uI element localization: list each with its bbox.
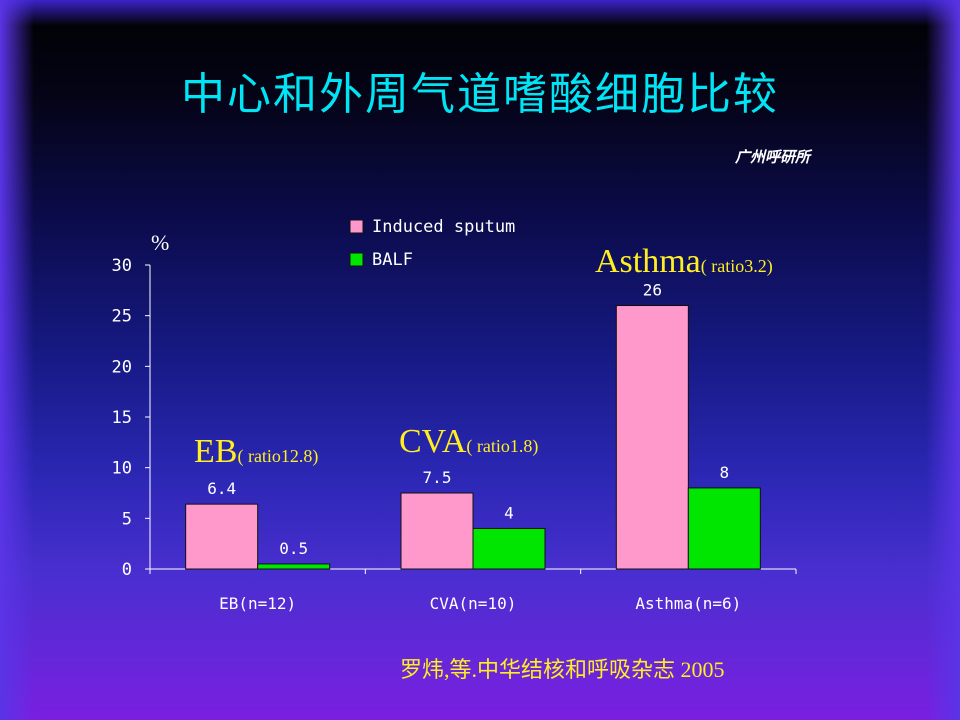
chart-legend: Induced sputum BALF [349,217,515,270]
legend-swatch [349,219,364,234]
annotation-ratio: ( ratio1.8) [466,436,538,457]
background-edge-top [0,0,960,26]
bar-value-label: 26 [643,281,662,300]
background-edge-right [926,0,960,720]
background-edge-left [0,0,34,720]
annotation-ratio: ( ratio12.8) [237,446,318,467]
y-tick-label: 30 [112,256,132,276]
y-tick-label: 25 [112,307,132,327]
y-tick-label: 20 [112,357,132,377]
source-label: 广州呼研所 [734,148,810,166]
y-tick-label: 10 [112,459,132,479]
chart-bars [185,305,761,570]
bar-balf [257,563,331,570]
bar-value-label: 4 [504,503,514,522]
slide-title: 中心和外周气道嗜酸细胞比较 [181,69,779,120]
bar-induced-sputum [400,492,474,570]
annotation-group-name: EB [194,433,237,470]
y-tick-label: 15 [112,408,132,428]
annotation-group-name: CVA [399,423,467,460]
bar-induced-sputum [185,503,259,570]
annotation-ratio: ( ratio3.2) [701,256,773,277]
chart-axes: 0 5 10 15 20 25 30 EB(n=12) CVA(n=10) Asthma(n=6)… [112,230,797,613]
annotation-group-name: Asthma [595,243,701,280]
chart-annotations: EB( ratio12.8) CVA( ratio1.8)Asthma( rati… [194,243,773,470]
y-tick-label: 5 [122,509,132,529]
bar-induced-sputum [615,305,689,570]
y-unit-label: % [151,230,169,255]
legend-swatch [349,252,364,267]
bar-value-label: 6.4 [207,479,236,498]
bar-value-label: 7.5 [423,468,452,487]
legend-label: BALF [372,250,413,270]
group-annotation: CVA( ratio1.8) [399,423,538,460]
bar-balf [472,527,546,570]
citation-text: 罗炜,等.中华结核和呼吸杂志 2005 [400,657,725,682]
x-category-label: EB(n=12) [219,594,296,613]
bar-balf [687,487,761,570]
chart-labels: 6.4 7.5 26 0.5 4 8 [207,281,729,558]
bar-value-label: 0.5 [279,539,308,558]
x-category-label: CVA(n=10) [430,594,517,613]
bar-value-label: 8 [720,463,730,482]
group-annotation: EB( ratio12.8) [194,433,318,470]
x-category-label: Asthma(n=6) [635,594,741,613]
y-tick-label: 0 [122,560,132,580]
group-annotation: Asthma( ratio3.2) [595,243,773,280]
legend-label: Induced sputum [372,217,515,237]
